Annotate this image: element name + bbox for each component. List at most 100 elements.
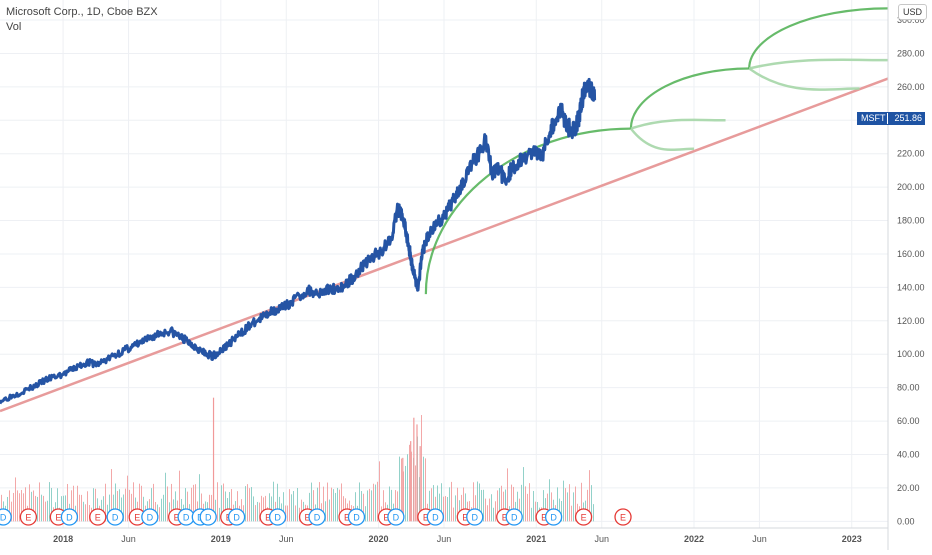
volume-bar [153, 483, 154, 522]
volume-bar [431, 488, 432, 522]
volume-bar [339, 489, 340, 522]
y-tick-label: 200.00 [897, 182, 925, 192]
y-tick-label: 280.00 [897, 48, 925, 58]
volume-bar [341, 483, 342, 522]
volume-bar [221, 485, 222, 522]
volume-bar [293, 491, 294, 522]
volume-bar [23, 493, 24, 522]
marker-circle [505, 508, 523, 526]
volume-spike [402, 457, 404, 522]
dividend-marker: D [347, 508, 366, 526]
marker-label: D [393, 513, 400, 523]
volume-bar [313, 490, 314, 522]
volume-bar [419, 477, 420, 522]
volume-bar [371, 490, 372, 522]
volume-bar [411, 451, 412, 522]
volume-bar [119, 489, 120, 522]
volume-bar [451, 481, 452, 522]
volume-bar [573, 492, 574, 522]
dividend-marker: D [141, 508, 159, 526]
volume-bar [143, 496, 144, 522]
volume-bar [557, 487, 558, 522]
volume-bar [11, 501, 12, 522]
marker-label: E [462, 513, 468, 523]
volume-bar [331, 487, 332, 522]
grid [0, 0, 888, 528]
earnings-marker: E [19, 508, 38, 526]
volume-bar [169, 502, 170, 522]
volume-bar [581, 482, 582, 522]
x-tick-label: Jun [121, 534, 136, 544]
price-tag-symbol: MSFT [861, 113, 886, 123]
volume-bar [63, 495, 64, 522]
volume-bar [517, 491, 518, 522]
currency-button[interactable]: USD [898, 4, 927, 20]
volume-bar [525, 486, 526, 522]
volume-bar [29, 484, 30, 522]
volume-bar [527, 493, 528, 522]
volume-bar [139, 483, 140, 522]
chart-title[interactable]: Microsoft Corp., 1D, Cboe BZX [6, 6, 158, 18]
volume-bar [103, 496, 104, 522]
marker-circle [227, 508, 246, 526]
x-tick-label: Jun [279, 534, 294, 544]
marker-label: D [205, 513, 212, 523]
volume-bar [575, 486, 576, 522]
marker-circle [141, 508, 159, 526]
volume-bar [283, 492, 284, 522]
volume-bar [127, 475, 128, 522]
marker-label: D [147, 513, 154, 523]
volume-bar [479, 483, 480, 522]
volume-bar [9, 490, 10, 522]
volume-bar [389, 486, 390, 522]
volume-bar [325, 501, 326, 522]
volume-bar [45, 501, 46, 522]
volume-bar [15, 477, 16, 522]
marker-label: E [305, 513, 311, 523]
volume-bar [571, 505, 572, 522]
volume-bar [429, 490, 430, 522]
volume-bar [301, 499, 302, 522]
volume-bar [491, 494, 492, 522]
volume-bar [547, 493, 548, 522]
x-tick-label: 2020 [369, 534, 389, 544]
volume-bar [277, 483, 278, 522]
volume-bar [43, 495, 44, 522]
volume-label[interactable]: Vol [6, 21, 22, 33]
volume-bar [311, 482, 312, 522]
marker-label: D [550, 513, 557, 523]
volume-bar [39, 482, 40, 522]
volume-bar [47, 500, 48, 522]
volume-bar [591, 485, 592, 522]
dividend-marker: D [227, 508, 246, 526]
volume-bar [259, 502, 260, 522]
volume-bar [463, 487, 464, 522]
volume-bar [187, 491, 188, 522]
volume-bar [423, 456, 424, 522]
volume-bar [171, 483, 172, 522]
last-price-tag: MSFT 251.86 [857, 112, 925, 125]
volume-bar [489, 498, 490, 522]
price-line-msft [0, 77, 597, 405]
volume-spike [413, 417, 415, 522]
volume-bar [163, 494, 164, 522]
volume-bar [195, 484, 196, 522]
volume-bar [31, 491, 32, 522]
marker-label: E [265, 513, 271, 523]
volume-bar [433, 485, 434, 522]
volume-bar [219, 507, 220, 522]
x-tick-label: Jun [594, 534, 609, 544]
volume-bar [185, 488, 186, 522]
volume-bar [115, 483, 116, 522]
arc-main [629, 67, 750, 129]
volume-bar [245, 486, 246, 522]
arc-main [748, 7, 889, 69]
marker-label: D [511, 513, 518, 523]
volume-bar [73, 485, 74, 522]
volume-bar [369, 488, 370, 522]
marker-label: D [66, 513, 73, 523]
marker-label: E [134, 513, 140, 523]
